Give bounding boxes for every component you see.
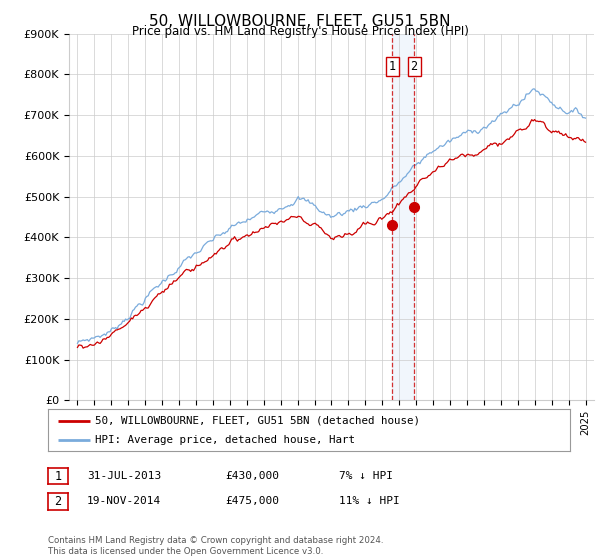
Text: 2: 2 [55,494,61,508]
Text: 1: 1 [55,469,61,483]
Text: 31-JUL-2013: 31-JUL-2013 [87,471,161,481]
Text: Price paid vs. HM Land Registry's House Price Index (HPI): Price paid vs. HM Land Registry's House … [131,25,469,38]
Text: 50, WILLOWBOURNE, FLEET, GU51 5BN (detached house): 50, WILLOWBOURNE, FLEET, GU51 5BN (detac… [95,416,420,426]
Text: 7% ↓ HPI: 7% ↓ HPI [339,471,393,481]
Text: 11% ↓ HPI: 11% ↓ HPI [339,496,400,506]
Bar [392,34,414,400]
Text: Contains HM Land Registry data © Crown copyright and database right 2024.
This d: Contains HM Land Registry data © Crown c… [48,536,383,556]
Text: £475,000: £475,000 [225,496,279,506]
Text: 19-NOV-2014: 19-NOV-2014 [87,496,161,506]
Text: 1: 1 [389,60,395,73]
Text: £430,000: £430,000 [225,471,279,481]
Text: HPI: Average price, detached house, Hart: HPI: Average price, detached house, Hart [95,435,355,445]
Text: 2: 2 [410,60,418,73]
Text: 50, WILLOWBOURNE, FLEET, GU51 5BN: 50, WILLOWBOURNE, FLEET, GU51 5BN [149,14,451,29]
